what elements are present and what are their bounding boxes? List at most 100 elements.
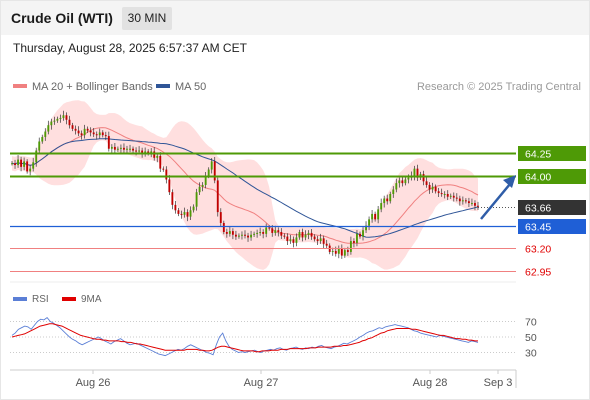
candle [62,110,65,121]
candle [162,166,165,172]
candle-body [461,200,464,202]
candle [174,200,177,214]
candle-body [171,192,174,205]
candle-body [35,150,38,163]
candle-body [283,235,286,237]
ma50-line [11,138,479,238]
candle-body [446,194,449,197]
candle-body [204,175,207,185]
candle-body [280,232,283,236]
widget-header: Crude Oil (WTI) 30 MIN [1,1,589,35]
candle [401,176,404,187]
candle-body [65,115,68,120]
candle [11,160,13,166]
candle-body [110,146,113,149]
candle-body [98,132,101,136]
candle [365,221,367,234]
candle [377,206,380,224]
candle [289,234,292,244]
candle-body [150,151,153,154]
candle [280,228,283,239]
candle-body [162,168,165,170]
candle-body [126,148,128,150]
candle [116,146,119,152]
x-tick-label: Aug 27 [244,377,279,389]
rsi-layer: 70 50 30 [10,317,537,360]
candle [304,230,307,241]
level-label-support: 63.45 [525,222,551,234]
candle-body [165,169,168,180]
candle-body [26,161,29,172]
candle-body [123,147,125,150]
candle [331,247,334,256]
interval-button[interactable]: 30 MIN [122,7,172,30]
candle [283,233,286,239]
candle-body [449,195,452,197]
candle [144,147,147,157]
candle [416,164,419,182]
candle [29,165,32,176]
candle [262,229,265,239]
candle-body [23,161,26,167]
candle-body [337,248,340,254]
candle-body [401,180,404,184]
candle-body [307,232,310,235]
candle [295,233,298,247]
candle [56,116,59,123]
candle-body [213,161,216,181]
candle [86,126,89,133]
candle-body [262,232,265,234]
candle [467,197,470,207]
candle-body [271,228,274,233]
candle [222,220,225,235]
candle [44,128,47,141]
level-label-resistance: 64.25 [525,149,551,161]
x-tick-label: Aug 26 [76,377,111,389]
candle [119,144,122,153]
candle-body [286,236,289,242]
candle-body [368,219,371,226]
candle [307,230,310,240]
candle-body [32,162,35,169]
candle-body [11,163,13,165]
candle-body [322,238,325,244]
candle [343,247,346,258]
candle [47,120,50,135]
candle [256,229,259,238]
candle [374,211,377,222]
candle-body [356,233,358,243]
candle [156,153,159,163]
candle-body [56,118,59,121]
candle [265,223,268,238]
candle [443,191,446,199]
candle [440,188,443,197]
candle [349,236,352,255]
candle-body [304,234,307,238]
rsi-tick-label: 70 [525,317,537,329]
candle [159,152,162,173]
candle [201,182,204,192]
candle [35,147,38,167]
candle-body [138,150,141,152]
candle [113,143,116,153]
candle-body [392,189,395,194]
candle [316,235,319,245]
candle [17,155,19,168]
candle [98,128,101,139]
candle-body [207,169,210,176]
candle-body [41,136,44,142]
candle-body [250,234,252,238]
candle-body [50,121,53,126]
ma20-legend-label: MA 20 + Bollinger Bands [32,81,153,93]
candle [449,193,452,199]
candle-body [238,235,240,237]
candle-body [77,130,80,134]
candle [20,156,23,172]
candle [110,144,113,154]
candle-body [310,232,313,237]
candle [452,192,455,202]
candle [228,226,231,237]
candle-body [425,181,428,185]
